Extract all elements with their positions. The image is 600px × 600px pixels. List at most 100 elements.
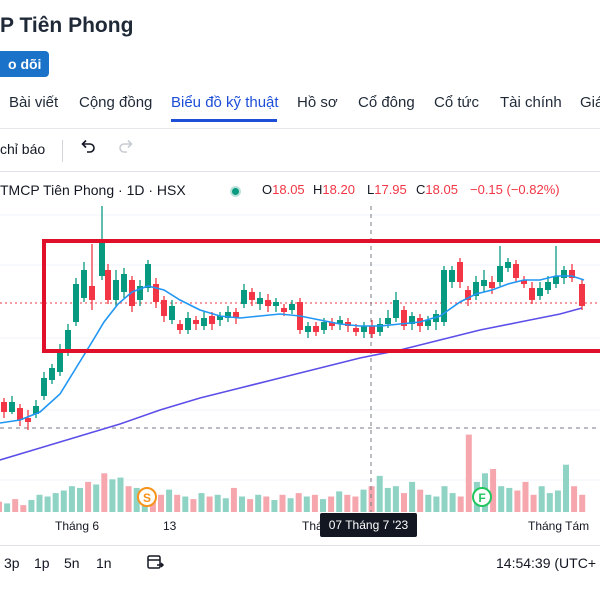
tab-shareholders[interactable]: Cổ đông [358,94,415,111]
volume-bars [0,434,586,512]
candle-body [481,280,487,286]
candle-body [361,326,367,332]
ohlc-change: −0.15 (−0.82%) [470,182,560,197]
candle-body [473,282,479,296]
volume-bar [109,479,116,512]
volume-bar [433,496,440,512]
volume-bar [384,487,391,512]
toolbar-divider [62,140,63,162]
volume-bar [255,494,262,512]
candle-body [209,316,215,324]
ohlc-high: H18.20 [313,182,355,197]
volume-bar [52,493,59,512]
candle-body [193,320,199,324]
moving-average-long [0,307,583,461]
volume-bar [401,493,407,512]
candle-body [537,288,543,296]
volume-bar [279,494,286,512]
undo-icon[interactable] [76,138,100,162]
candle-body [113,280,119,300]
candle-body [145,264,151,288]
volume-bar [60,490,67,512]
candle-body [201,318,207,326]
volume-bar [376,475,383,512]
calendar-range-icon[interactable] [143,552,167,576]
candle-body [369,326,375,334]
volume-bar [409,481,416,512]
candle-body [249,292,255,300]
range-1d-button[interactable]: 1n [96,555,112,571]
crosshair-date-label: 07 Tháng 7 '23 [320,513,417,537]
candle-body [99,242,105,276]
candle-body [313,326,319,332]
tab-posts[interactable]: Bài viết [9,94,59,111]
candle-body [169,306,175,320]
volume-bar [287,498,294,512]
candle-body [25,418,31,422]
candle-body [233,312,239,318]
indicators-button[interactable]: chỉ báo [0,141,46,157]
market-status-dot [230,186,241,197]
volume-bar [125,486,132,512]
volume-bar [441,486,448,512]
price-chart[interactable]: S F [0,172,600,540]
highlight-box [42,239,600,353]
volume-bar [158,494,164,512]
x-tick-label: Tháng 6 [55,519,100,533]
candle-body [153,284,159,302]
candle-body [521,280,527,284]
candle-body [185,318,191,330]
candle-body [465,290,471,300]
close-label: C [416,182,426,197]
tab-dividends[interactable]: Cổ tức [434,94,480,111]
tab-financials[interactable]: Tài chính [500,94,562,111]
volume-bar [12,499,19,512]
follow-button[interactable]: o dõi [0,51,50,77]
volume-bar [328,496,335,512]
marker-s: S [137,487,157,507]
candle-body [17,408,23,420]
volume-bar [506,487,513,512]
page-title: P Tiên Phong [0,14,134,37]
range-1m-button[interactable]: 1p [34,555,50,571]
tab-profile[interactable]: Hồ sơ [297,94,338,111]
candle-body [401,310,407,326]
candle-body [329,322,335,326]
volume-bar [530,494,537,512]
volume-bar [336,491,343,512]
candle-body [441,270,447,322]
toolbar-divider-bottom [0,171,600,172]
time-axis[interactable]: Tháng 6 13 Thá Tháng Tám [0,516,600,536]
change-value: −0.15 (−0.82%) [470,182,560,197]
candle-body [497,266,503,282]
volume-bar [68,486,75,512]
candle-body [513,264,519,278]
tab-community[interactable]: Cộng đồng [79,94,153,111]
tab-technical-chart[interactable]: Biểu đồ kỹ thuật [171,94,279,111]
candle-body [137,286,143,300]
candle-body [529,288,535,300]
redo-icon[interactable] [114,138,138,162]
high-value: 18.20 [322,182,355,197]
symbol-label[interactable]: TMCP Tiên Phong · 1D · HSX [0,182,186,198]
high-label: H [313,182,323,197]
candle-body [161,300,167,316]
candle-body [353,328,359,332]
candle-body [57,350,63,372]
volume-bar [263,496,270,512]
range-5d-button[interactable]: 5n [64,555,80,571]
tab-price[interactable]: Giá [580,94,600,111]
volume-bar [4,503,11,512]
volume-bar [546,493,553,512]
candle-body [73,284,79,322]
candle-body [425,320,431,326]
volume-bar [198,493,205,512]
marker-f-circle [472,487,492,507]
volume-bar [85,481,92,512]
candle-body [1,402,7,412]
volume-bar [320,499,326,512]
candle-body [65,330,71,352]
range-3m-button[interactable]: 3p [4,555,20,571]
candle-body [81,270,87,298]
